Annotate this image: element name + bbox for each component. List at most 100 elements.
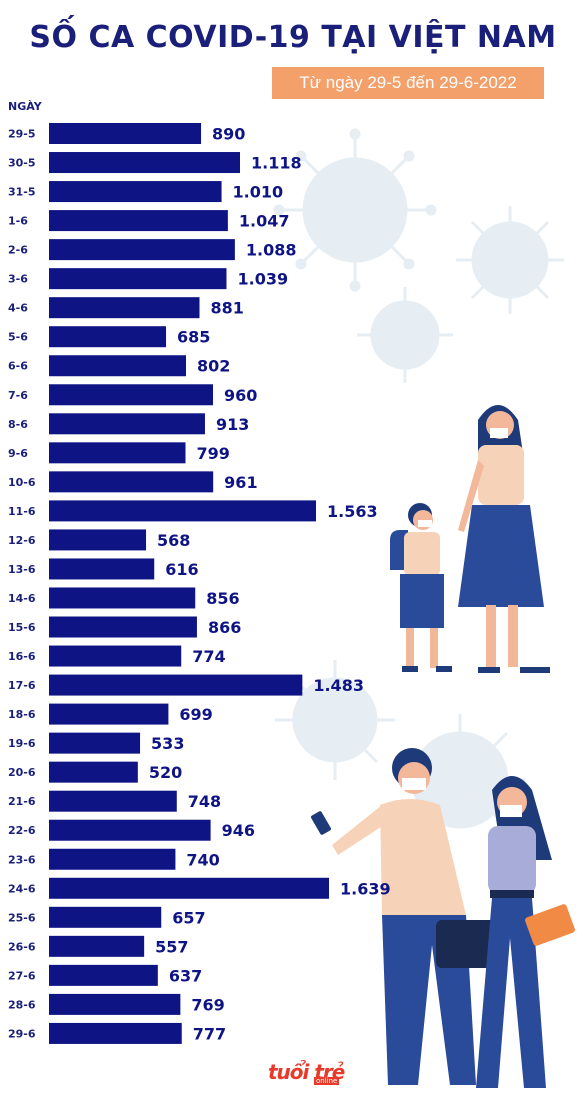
bar-31-5: [49, 181, 222, 203]
bar-28-6: [49, 993, 181, 1015]
bar-25-6: [49, 906, 162, 928]
bar-23-6: [49, 848, 176, 870]
value-label: 685: [177, 328, 210, 347]
bar-15-6: [49, 616, 197, 638]
category-label: 19-6: [8, 737, 36, 750]
category-label: 17-6: [8, 679, 36, 692]
value-label: 1.088: [246, 241, 297, 260]
bar-19-6: [49, 732, 141, 754]
category-label: 13-6: [8, 563, 36, 576]
value-label: 799: [196, 444, 229, 463]
value-label: 960: [224, 386, 257, 405]
bar-11-6: [49, 500, 317, 522]
value-label: 699: [179, 705, 212, 724]
value-label: 557: [155, 937, 188, 956]
value-label: 1.563: [327, 502, 378, 521]
category-label: 15-6: [8, 621, 36, 634]
category-label: 16-6: [8, 650, 36, 663]
bar-5-6: [49, 326, 167, 348]
bar-21-6: [49, 790, 177, 812]
category-label: 14-6: [8, 592, 36, 605]
category-label: 23-6: [8, 853, 36, 866]
category-label: 6-6: [8, 360, 28, 373]
value-label: 881: [211, 299, 244, 318]
bar-17-6: [49, 674, 303, 696]
bar-4-6: [49, 297, 200, 319]
value-label: 1.047: [239, 212, 290, 231]
bar-12-6: [49, 529, 147, 551]
value-label: 890: [212, 125, 245, 144]
bar-24-6: [49, 877, 329, 899]
category-label: 27-6: [8, 969, 36, 982]
bar-6-6: [49, 355, 187, 377]
bar-29-5: [49, 123, 202, 144]
bar-8-6: [49, 413, 205, 435]
bar-18-6: [49, 703, 169, 725]
chart-title: SỐ CA COVID-19 TẠI VIỆT NAM: [29, 20, 557, 55]
category-label: 7-6: [8, 389, 28, 402]
value-label: 774: [192, 647, 225, 666]
bar-26-6: [49, 935, 145, 957]
family-illustration: [390, 405, 550, 673]
value-label: 913: [216, 415, 249, 434]
value-label: 533: [151, 734, 184, 753]
category-label: 1-6: [8, 215, 28, 228]
date-range-badge: Từ ngày 29-5 đến 29-6-2022: [272, 67, 544, 99]
category-label: 4-6: [8, 302, 28, 315]
category-label: 9-6: [8, 447, 28, 460]
value-label: 1.118: [251, 154, 302, 173]
couple-illustration: [311, 748, 575, 1088]
category-label: 22-6: [8, 824, 36, 837]
category-label: 21-6: [8, 795, 36, 808]
value-label: 802: [197, 357, 230, 376]
category-label: 3-6: [8, 273, 28, 286]
bar-20-6: [49, 761, 138, 783]
value-label: 1.039: [237, 270, 288, 289]
value-label: 769: [191, 995, 224, 1014]
bar-29-6: [49, 1022, 182, 1044]
value-label: 1.010: [233, 183, 284, 202]
bar-22-6: [49, 819, 211, 841]
value-label: 657: [172, 908, 205, 927]
axis-label-days: NGÀY: [8, 100, 42, 113]
category-label: 24-6: [8, 882, 36, 895]
category-label: 29-5: [8, 128, 36, 141]
category-label: 11-6: [8, 505, 36, 518]
value-label: 946: [222, 821, 255, 840]
bar-10-6: [49, 471, 214, 493]
category-label: 31-5: [8, 186, 36, 199]
bar-2-6: [49, 239, 235, 261]
tuoi-tre-logo-sub: online: [314, 1077, 340, 1085]
value-label: 777: [193, 1024, 226, 1043]
category-label: 28-6: [8, 998, 36, 1011]
category-label: 2-6: [8, 244, 28, 257]
bar-7-6: [49, 384, 214, 406]
value-label: 520: [149, 763, 182, 782]
category-label: 5-6: [8, 331, 28, 344]
bar-14-6: [49, 587, 196, 609]
bars-layer: 29-5 890 30-5 1.118 31-5 1.010 1-6 1.047 2-6 1.08…: [8, 123, 391, 1044]
bar-9-6: [49, 442, 186, 464]
category-label: 30-5: [8, 157, 36, 170]
bar-3-6: [49, 268, 227, 290]
value-label: 1.483: [313, 676, 364, 695]
value-label: 866: [208, 618, 241, 637]
category-label: 20-6: [8, 766, 36, 779]
bar-13-6: [49, 558, 155, 580]
value-label: 637: [169, 966, 202, 985]
value-label: 856: [206, 589, 239, 608]
value-label: 568: [157, 531, 190, 550]
value-label: 961: [224, 473, 257, 492]
bar-27-6: [49, 964, 158, 986]
bar-16-6: [49, 645, 182, 667]
value-label: 740: [186, 850, 219, 869]
category-label: 18-6: [8, 708, 36, 721]
category-label: 8-6: [8, 418, 28, 431]
category-label: 29-6: [8, 1027, 36, 1040]
category-label: 12-6: [8, 534, 36, 547]
value-label: 748: [188, 792, 221, 811]
bar-1-6: [49, 210, 228, 232]
category-label: 26-6: [8, 940, 36, 953]
value-label: 616: [165, 560, 198, 579]
